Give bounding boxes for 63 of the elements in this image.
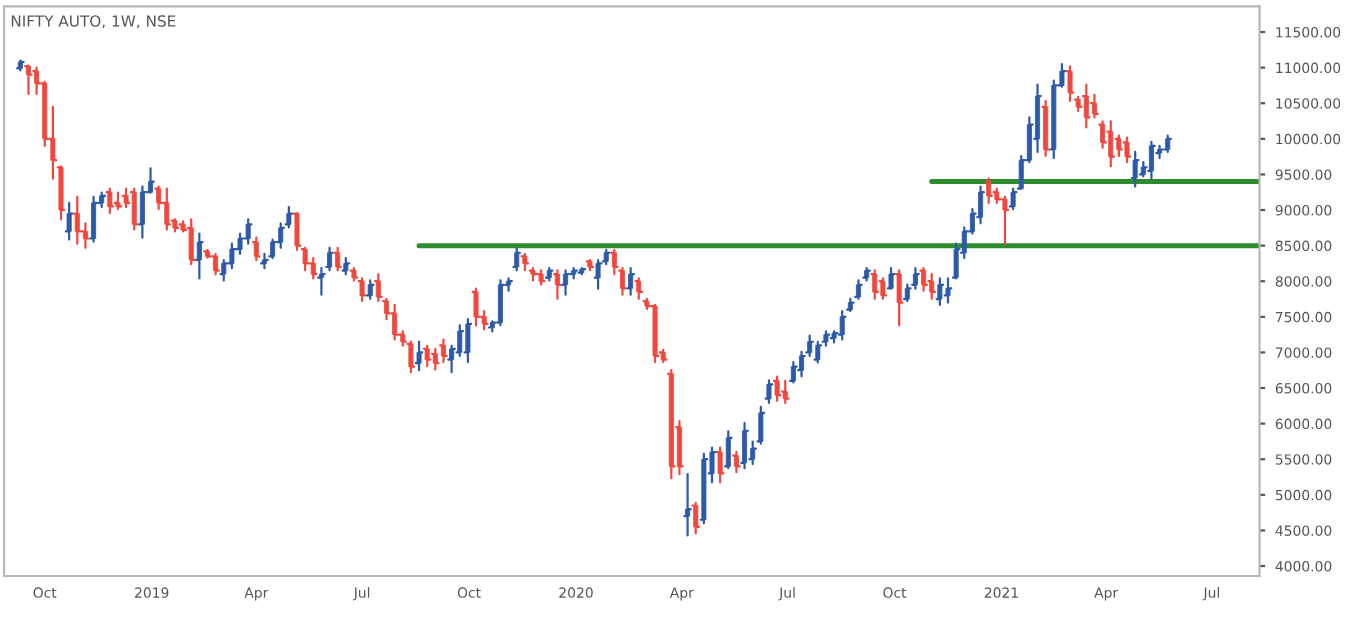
candlestick (740, 422, 749, 470)
candlestick (780, 379, 790, 405)
candlestick (536, 269, 546, 286)
candlestick (1000, 195, 1010, 245)
candlestick (935, 277, 945, 307)
candlestick (24, 64, 33, 96)
candlestick (553, 269, 562, 300)
candlestick (666, 369, 676, 480)
candlestick (512, 246, 522, 272)
candlestick (365, 279, 375, 300)
candlestick (1130, 150, 1140, 188)
candlestick (439, 338, 448, 364)
candlestick (72, 195, 82, 245)
candlestick (1106, 120, 1116, 168)
candlestick (496, 279, 505, 327)
candlestick (1147, 140, 1156, 180)
candlestick (162, 187, 172, 231)
candlestick (691, 501, 701, 535)
candlestick (1163, 134, 1173, 154)
candlestick (390, 303, 400, 341)
candlestick (626, 267, 635, 296)
candlestick (105, 187, 115, 215)
candlestick (463, 318, 473, 364)
candlestick (764, 379, 774, 404)
candlestick (89, 195, 98, 243)
candlestick (251, 236, 261, 262)
candlestick (113, 191, 123, 211)
candlestick (772, 375, 782, 402)
candlestick (544, 267, 554, 282)
candlestick (732, 450, 741, 474)
candlestick (634, 277, 644, 300)
candlestick (715, 446, 725, 484)
candlestick (927, 273, 937, 300)
candlestick (129, 187, 139, 231)
candlestick (64, 201, 74, 241)
candlestick (886, 267, 896, 290)
candlestick (894, 269, 904, 327)
candlestick (414, 340, 424, 372)
candlestick (683, 473, 692, 537)
candlestick (723, 430, 733, 470)
candlestick (870, 269, 880, 300)
candlestick (1081, 83, 1091, 129)
candlestick (333, 246, 343, 272)
candlestick (650, 303, 660, 364)
candlestick (194, 232, 204, 280)
candlestick (854, 279, 863, 300)
candlestick (585, 258, 595, 272)
candlestick (984, 177, 994, 205)
candlestick (699, 452, 709, 525)
candlestick (878, 277, 888, 300)
candlestick (577, 267, 587, 276)
candlestick (1122, 136, 1132, 164)
candlestick (561, 269, 570, 296)
candlestick (430, 347, 440, 371)
candlestick (862, 267, 871, 282)
candlestick (919, 267, 928, 292)
candlestick (1041, 99, 1051, 158)
candlestick (422, 344, 432, 368)
candlestick (471, 287, 481, 327)
candlestick (341, 256, 351, 276)
candlestick (15, 59, 25, 72)
candlestick (186, 218, 196, 266)
candlestick (211, 252, 220, 276)
